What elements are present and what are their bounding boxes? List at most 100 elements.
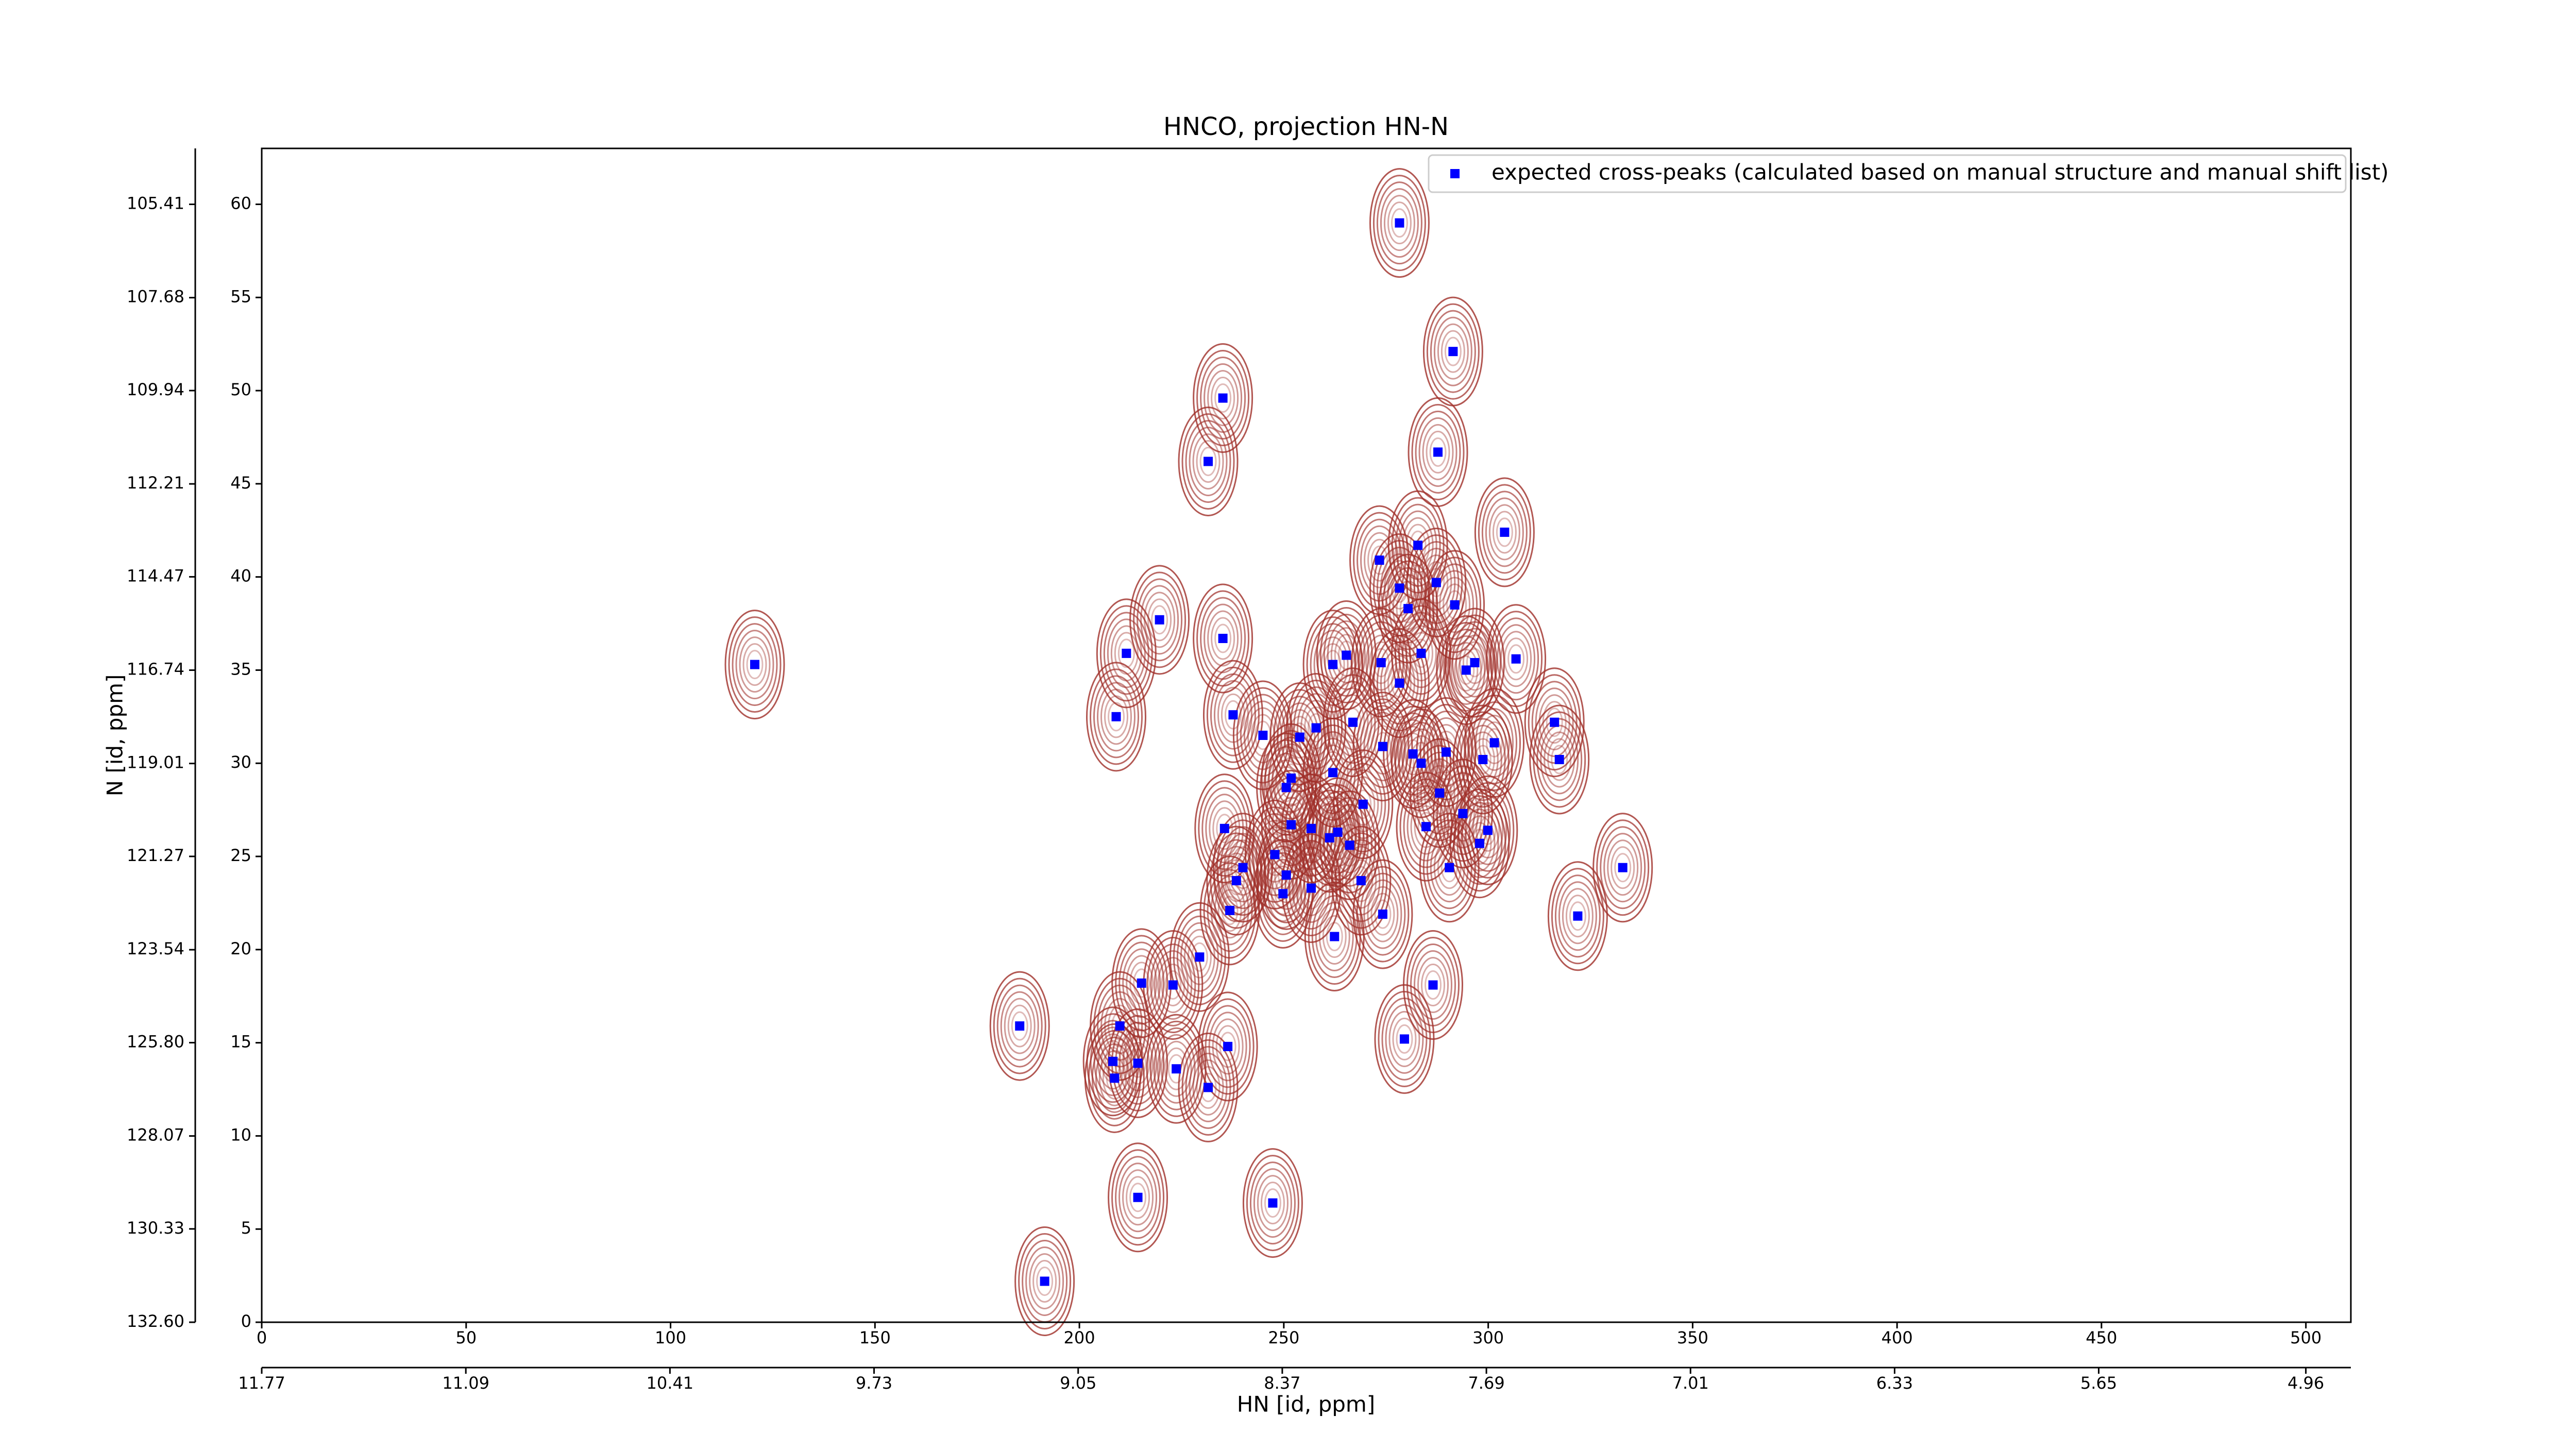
contour-ring — [1596, 819, 1650, 916]
cross-peak — [1270, 850, 1280, 860]
y-tick-label: 20 — [230, 939, 251, 958]
cross-peak — [1325, 833, 1334, 843]
contour-ring — [1126, 1176, 1150, 1219]
contour-ring — [1479, 714, 1511, 771]
contour-ring — [735, 630, 774, 700]
contour-ring — [1122, 1169, 1154, 1226]
contours — [724, 168, 1653, 1336]
contour-ring — [1108, 1142, 1168, 1253]
contour-ring — [1396, 1024, 1413, 1054]
contour-ring — [1211, 377, 1235, 420]
chart-title: HNCO, projection HN-N — [1163, 112, 1449, 141]
x-tick-label: 400 — [1882, 1328, 1913, 1347]
contour-ring — [1201, 998, 1255, 1095]
x-tick-label: 250 — [1268, 1328, 1299, 1347]
contour-ring — [1217, 889, 1242, 932]
cross-peak — [1378, 909, 1387, 919]
contour-ring — [1324, 650, 1342, 680]
contour-ring — [1126, 955, 1158, 1012]
contour-ring — [1320, 643, 1345, 686]
contour-ring — [728, 616, 782, 713]
contour-ring — [1097, 682, 1136, 752]
contour-ring — [1260, 1182, 1285, 1225]
contour-ring — [1256, 820, 1317, 930]
contour-ring — [1536, 718, 1583, 801]
cross-peak — [1219, 823, 1229, 833]
contour-ring — [1443, 583, 1467, 627]
contour-ring — [1178, 1032, 1239, 1142]
contour-ring — [1440, 853, 1458, 883]
contour-ring — [1435, 570, 1475, 640]
x2-tick-label: 9.05 — [1060, 1373, 1096, 1393]
contour-ring — [1157, 957, 1189, 1014]
contour-ring — [1399, 594, 1417, 624]
y-tick-label: 55 — [230, 287, 251, 306]
cross-peak — [1223, 1041, 1233, 1051]
contour-ring — [1316, 600, 1377, 711]
y2-tick-label: 105.41 — [127, 194, 184, 213]
contour-ring — [1212, 1018, 1244, 1075]
y2-tick-label: 132.60 — [127, 1311, 184, 1331]
contour-ring — [1304, 882, 1365, 992]
contour-ring — [1189, 426, 1228, 496]
contour-ring — [996, 984, 1043, 1068]
contour-ring — [724, 610, 785, 720]
contour-ring — [1419, 813, 1480, 923]
cross-peak — [1040, 1276, 1049, 1286]
contour-ring — [1029, 1253, 1061, 1309]
y-tick-label: 10 — [230, 1125, 251, 1144]
contour-ring — [1367, 538, 1392, 582]
contour-ring — [1036, 1266, 1054, 1296]
contour-ring — [1474, 477, 1535, 587]
cross-peak — [1328, 768, 1338, 778]
contour-ring — [1493, 617, 1539, 701]
contour-ring — [1025, 1246, 1064, 1316]
contour-ring — [1415, 410, 1461, 494]
contour-ring — [1413, 950, 1452, 1020]
contour-ring — [1497, 624, 1536, 694]
contour-ring — [1396, 771, 1456, 882]
cross-peak — [1395, 583, 1404, 593]
legend-marker — [1450, 169, 1460, 178]
cross-peak — [1375, 555, 1384, 565]
contour-ring — [1196, 1066, 1221, 1109]
contour-ring — [1479, 815, 1497, 845]
contour-ring — [993, 978, 1046, 1074]
contour-ring — [1452, 704, 1513, 815]
contour-ring — [1492, 511, 1517, 554]
contour-ring — [1256, 845, 1310, 942]
contour-ring — [1417, 957, 1449, 1014]
cross-peak — [1111, 712, 1121, 721]
cross-peak — [1204, 1083, 1213, 1092]
contour-ring — [1244, 799, 1305, 909]
contour-ring — [1410, 798, 1442, 855]
cross-peak — [1421, 822, 1431, 832]
contour-ring — [1443, 628, 1489, 712]
contour-ring — [1261, 770, 1321, 880]
contour-ring — [1444, 608, 1505, 718]
contour-ring — [1133, 968, 1150, 998]
contour-ring — [1433, 316, 1472, 386]
cross-peak — [1416, 648, 1426, 658]
cross-peak — [1356, 876, 1366, 886]
contour-ring — [989, 971, 1050, 1081]
contour-ring — [1592, 813, 1653, 923]
y2-tick-label: 112.21 — [127, 473, 184, 493]
contour-ring — [1394, 605, 1448, 702]
contour-ring — [1210, 673, 1256, 756]
contour-ring — [1432, 759, 1493, 869]
contour-ring — [1426, 430, 1450, 474]
contour-ring — [1331, 825, 1392, 936]
contour-ring — [1458, 655, 1475, 685]
x-tick-label: 50 — [455, 1328, 477, 1347]
contour-ring — [1146, 937, 1200, 1034]
contour-ring — [1569, 901, 1586, 931]
cross-peak — [1155, 615, 1164, 625]
contour-ring — [1315, 902, 1354, 972]
cross-peak — [1328, 660, 1338, 669]
cross-peak — [1286, 820, 1296, 830]
contour-ring — [1202, 660, 1263, 770]
contour-ring — [1371, 545, 1388, 575]
cross-peak — [1408, 749, 1418, 759]
cross-peak — [1573, 911, 1583, 921]
